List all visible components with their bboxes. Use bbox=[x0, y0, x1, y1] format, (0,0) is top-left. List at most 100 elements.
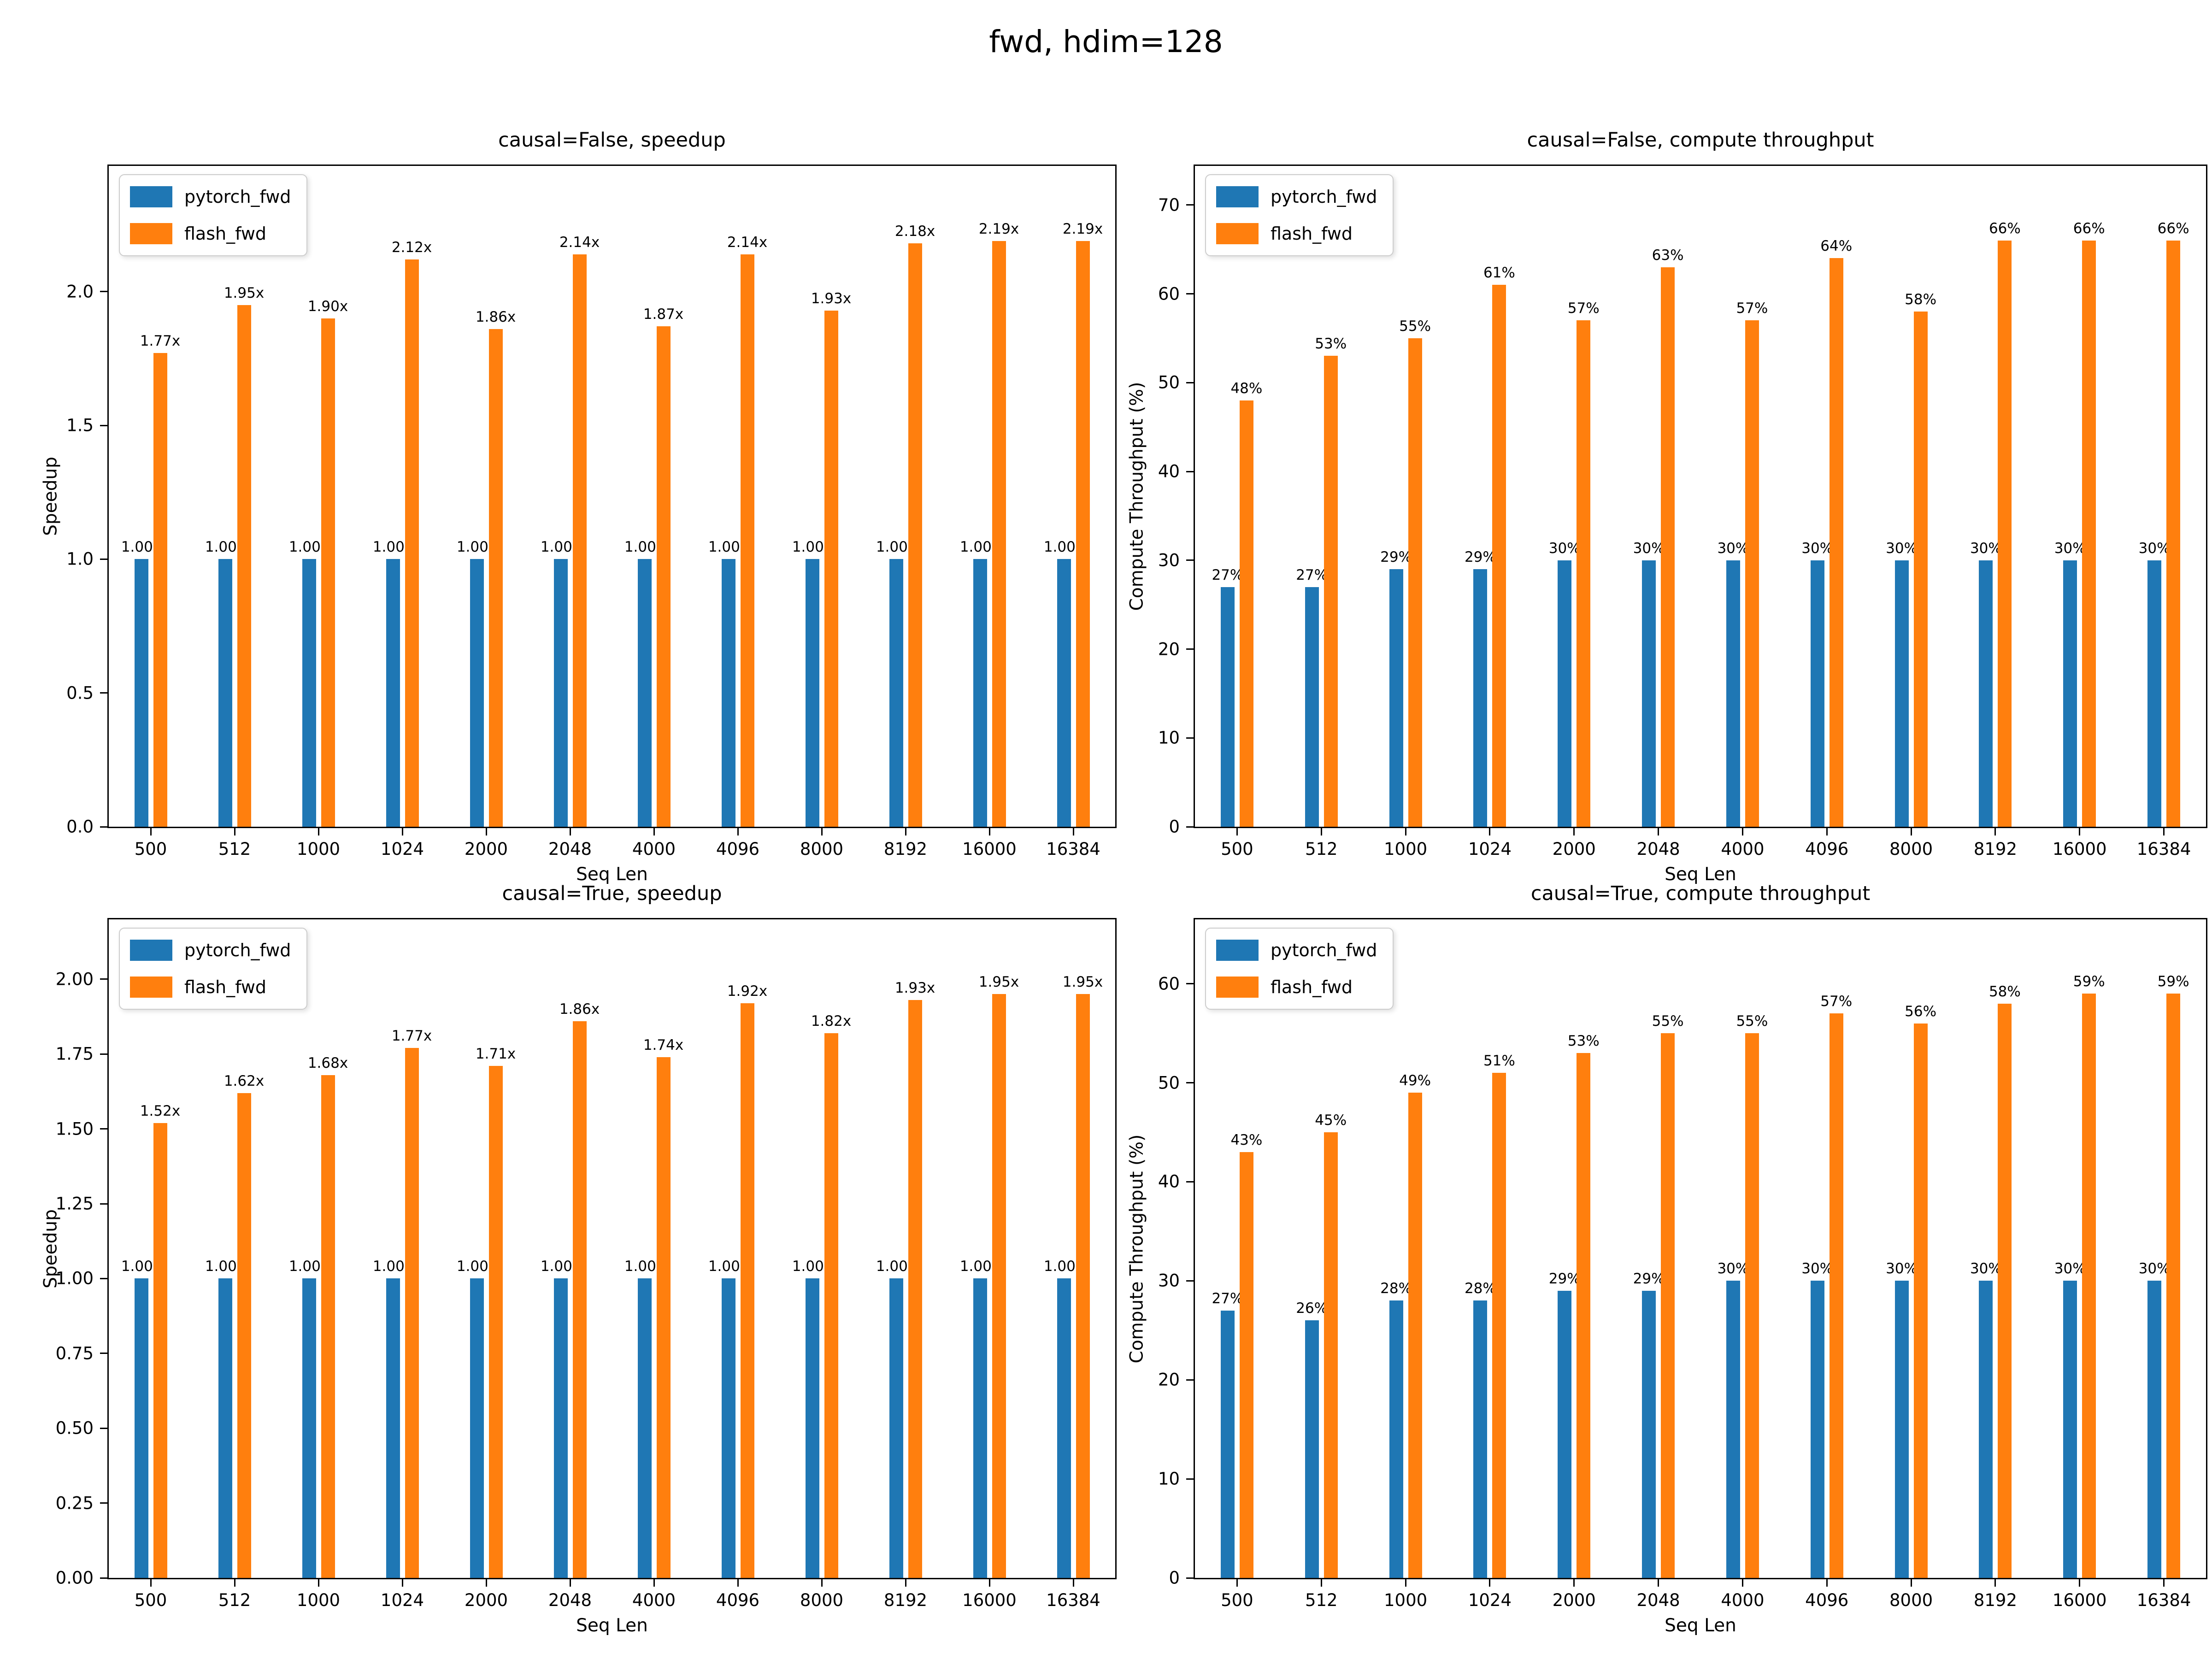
bar-pytorch_fwd bbox=[1057, 559, 1071, 827]
bar-pytorch_fwd bbox=[973, 559, 987, 827]
x-tick-label: 2048 bbox=[548, 839, 592, 859]
bar-flash_fwd bbox=[2082, 994, 2096, 1578]
y-tick-label: 40 bbox=[1158, 461, 1180, 482]
x-tick bbox=[1826, 1579, 1828, 1587]
bar-flash_fwd bbox=[1239, 400, 1253, 827]
x-tick bbox=[485, 828, 487, 835]
bar-label: 26% bbox=[1296, 1300, 1328, 1317]
bar-label: 2.18x bbox=[894, 223, 935, 240]
bar-label: 58% bbox=[1988, 983, 2021, 1000]
x-tick-label: 4000 bbox=[1721, 1590, 1765, 1610]
bar-flash_fwd bbox=[321, 1075, 335, 1578]
x-tick bbox=[318, 1579, 319, 1587]
bar-flash_fwd bbox=[992, 241, 1006, 827]
bar-label: 63% bbox=[1652, 247, 1684, 264]
x-tick-label: 1000 bbox=[1383, 839, 1428, 859]
bar-label: 30% bbox=[1801, 1260, 1834, 1277]
bar-flash_fwd bbox=[1829, 1013, 1843, 1578]
x-tick-label: 1024 bbox=[1468, 839, 1512, 859]
x-tick-label: 500 bbox=[134, 1590, 167, 1610]
x-tick-label: 16000 bbox=[2052, 1590, 2107, 1610]
bar-pytorch_fwd bbox=[1894, 560, 1909, 827]
bar-label: 1.87x bbox=[643, 306, 684, 323]
x-tick bbox=[1910, 1579, 1912, 1587]
bar-flash_fwd bbox=[992, 994, 1006, 1578]
x-tick-label: 500 bbox=[1221, 1590, 1253, 1610]
legend-item: flash_fwd bbox=[130, 977, 291, 998]
x-tick-label: 16384 bbox=[2136, 1590, 2191, 1610]
y-tick-label: 10 bbox=[1158, 728, 1180, 748]
bar-flash_fwd bbox=[1492, 285, 1506, 827]
y-tick bbox=[100, 1053, 107, 1055]
axes: 27% 48% 27% 53% 29% 55% 29% 61% 30% 57% 30% 63% 30% 5… bbox=[1194, 165, 2207, 828]
x-tick bbox=[1910, 828, 1912, 835]
x-tick bbox=[737, 1579, 739, 1587]
bar-pytorch_fwd bbox=[2063, 1281, 2077, 1578]
bar-pytorch_fwd bbox=[386, 1278, 400, 1578]
legend-label: flash_fwd bbox=[1271, 977, 1353, 997]
x-tick-label: 16384 bbox=[2136, 839, 2191, 859]
y-tick bbox=[100, 1128, 107, 1130]
legend-item: flash_fwd bbox=[130, 223, 291, 244]
bar-label: 30% bbox=[1970, 1260, 2002, 1277]
bar-pytorch_fwd bbox=[218, 1278, 232, 1578]
bar-label: 2.12x bbox=[391, 239, 432, 256]
bar-flash_fwd bbox=[1239, 1152, 1253, 1578]
bar-pytorch_fwd bbox=[721, 1278, 735, 1578]
legend-item: flash_fwd bbox=[1216, 223, 1377, 244]
x-tick bbox=[2163, 1579, 2165, 1587]
x-tick bbox=[234, 828, 235, 835]
x-tick-label: 4096 bbox=[716, 839, 760, 859]
x-tick-label: 16000 bbox=[2052, 839, 2107, 859]
axes: 1.00x 1.52x 1.00x 1.62x 1.00x 1.68x 1.00x 1.77x… bbox=[107, 918, 1117, 1579]
bar-flash_fwd bbox=[1492, 1073, 1506, 1578]
x-tick-label: 1000 bbox=[296, 1590, 341, 1610]
bar-flash_fwd bbox=[656, 1057, 671, 1578]
x-tick bbox=[569, 828, 571, 835]
y-tick-label: 0 bbox=[1169, 817, 1180, 837]
y-tick bbox=[1186, 826, 1194, 828]
y-tick-label: 0.00 bbox=[55, 1568, 94, 1588]
bar-label: 1.77x bbox=[391, 1028, 432, 1044]
bar-flash_fwd bbox=[572, 1021, 587, 1578]
x-tick-label: 512 bbox=[1305, 1590, 1338, 1610]
bar-pytorch_fwd bbox=[2147, 1281, 2162, 1578]
legend-item: pytorch_fwd bbox=[130, 186, 291, 207]
y-tick bbox=[100, 1277, 107, 1279]
y-axis-label: Compute Throughput (%) bbox=[1126, 1134, 1147, 1363]
x-axis-label: Seq Len bbox=[576, 864, 648, 885]
bar-pytorch_fwd bbox=[637, 1278, 652, 1578]
bar-flash_fwd bbox=[908, 243, 922, 827]
bar-label: 1.95x bbox=[224, 285, 265, 301]
bar-flash_fwd bbox=[1324, 1132, 1338, 1578]
x-tick bbox=[1072, 828, 1074, 835]
bar-pytorch_fwd bbox=[637, 559, 652, 827]
x-tick bbox=[1405, 828, 1406, 835]
x-tick-label: 8192 bbox=[883, 839, 928, 859]
y-tick-label: 0.50 bbox=[55, 1418, 94, 1438]
y-tick bbox=[1186, 1280, 1194, 1282]
bar-label: 1.71x bbox=[475, 1046, 516, 1062]
bar-flash_fwd bbox=[1745, 320, 1759, 827]
y-tick bbox=[100, 1427, 107, 1429]
legend-label: pytorch_fwd bbox=[1271, 940, 1377, 960]
x-tick bbox=[1236, 828, 1238, 835]
x-tick-label: 2000 bbox=[464, 839, 508, 859]
x-tick-label: 8192 bbox=[883, 1590, 928, 1610]
y-tick-label: 0.75 bbox=[55, 1343, 94, 1364]
x-tick-label: 2000 bbox=[1552, 839, 1596, 859]
legend-swatch-pytorch_fwd bbox=[1216, 186, 1259, 207]
bar-label: 27% bbox=[1296, 567, 1328, 583]
y-tick-label: 20 bbox=[1158, 639, 1180, 659]
y-tick-label: 0.25 bbox=[55, 1493, 94, 1513]
x-tick-label: 4000 bbox=[1721, 839, 1765, 859]
y-axis-label: Speedup bbox=[40, 457, 61, 536]
bar-label: 61% bbox=[1483, 265, 1515, 281]
bar-pytorch_fwd bbox=[1979, 560, 1993, 827]
bar-label: 29% bbox=[1464, 549, 1496, 565]
x-tick bbox=[988, 1579, 990, 1587]
bar-flash_fwd bbox=[405, 259, 419, 827]
x-tick-label: 4096 bbox=[1805, 839, 1849, 859]
legend-swatch-pytorch_fwd bbox=[130, 940, 172, 961]
bar-flash_fwd bbox=[1829, 258, 1843, 827]
